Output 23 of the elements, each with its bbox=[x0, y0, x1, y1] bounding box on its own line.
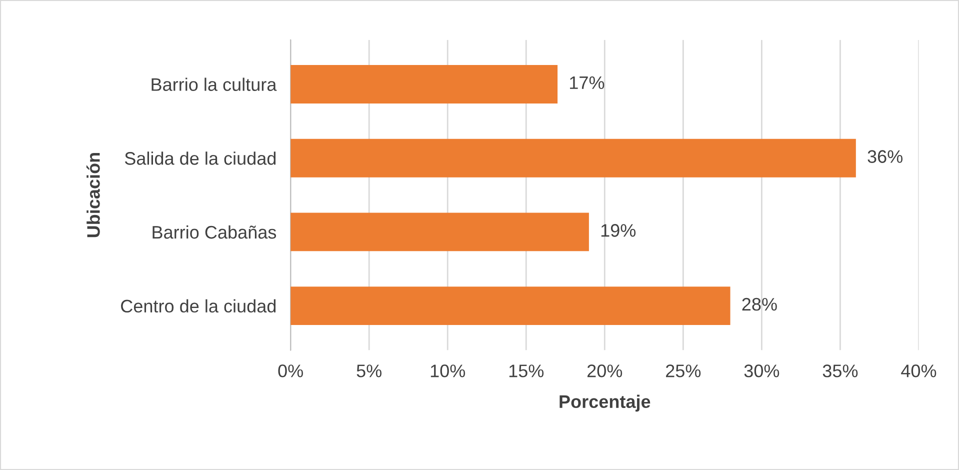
data-label: 17% bbox=[570, 76, 604, 90]
x-tick-label: 25% bbox=[666, 364, 701, 378]
y-axis-title: Ubicación bbox=[86, 153, 100, 238]
x-tick-label: 5% bbox=[356, 364, 382, 378]
y-tick-label: Barrio la cultura bbox=[152, 78, 277, 91]
bar bbox=[290, 65, 558, 104]
x-tick-label: 30% bbox=[744, 364, 780, 378]
x-tick-label: 20% bbox=[587, 364, 622, 378]
x-tick-label: 10% bbox=[430, 364, 466, 378]
bar bbox=[290, 286, 730, 326]
x-axis-title: Porcentaje bbox=[560, 394, 650, 412]
data-label: 19% bbox=[601, 224, 636, 237]
data-label: 36% bbox=[868, 150, 903, 163]
x-tick-label: 15% bbox=[509, 364, 544, 378]
x-tick-label: 35% bbox=[822, 364, 858, 378]
bar bbox=[290, 212, 589, 252]
y-tick-label: Barrio Cabañas bbox=[152, 225, 276, 239]
data-label: 28% bbox=[742, 298, 777, 311]
bar bbox=[290, 138, 856, 178]
x-tick-label: 0% bbox=[278, 364, 303, 378]
x-tick-label: 40% bbox=[901, 364, 936, 378]
y-tick-label: Salida de la ciudad bbox=[124, 152, 276, 165]
y-tick-label: Centro de la ciudad bbox=[121, 299, 276, 313]
